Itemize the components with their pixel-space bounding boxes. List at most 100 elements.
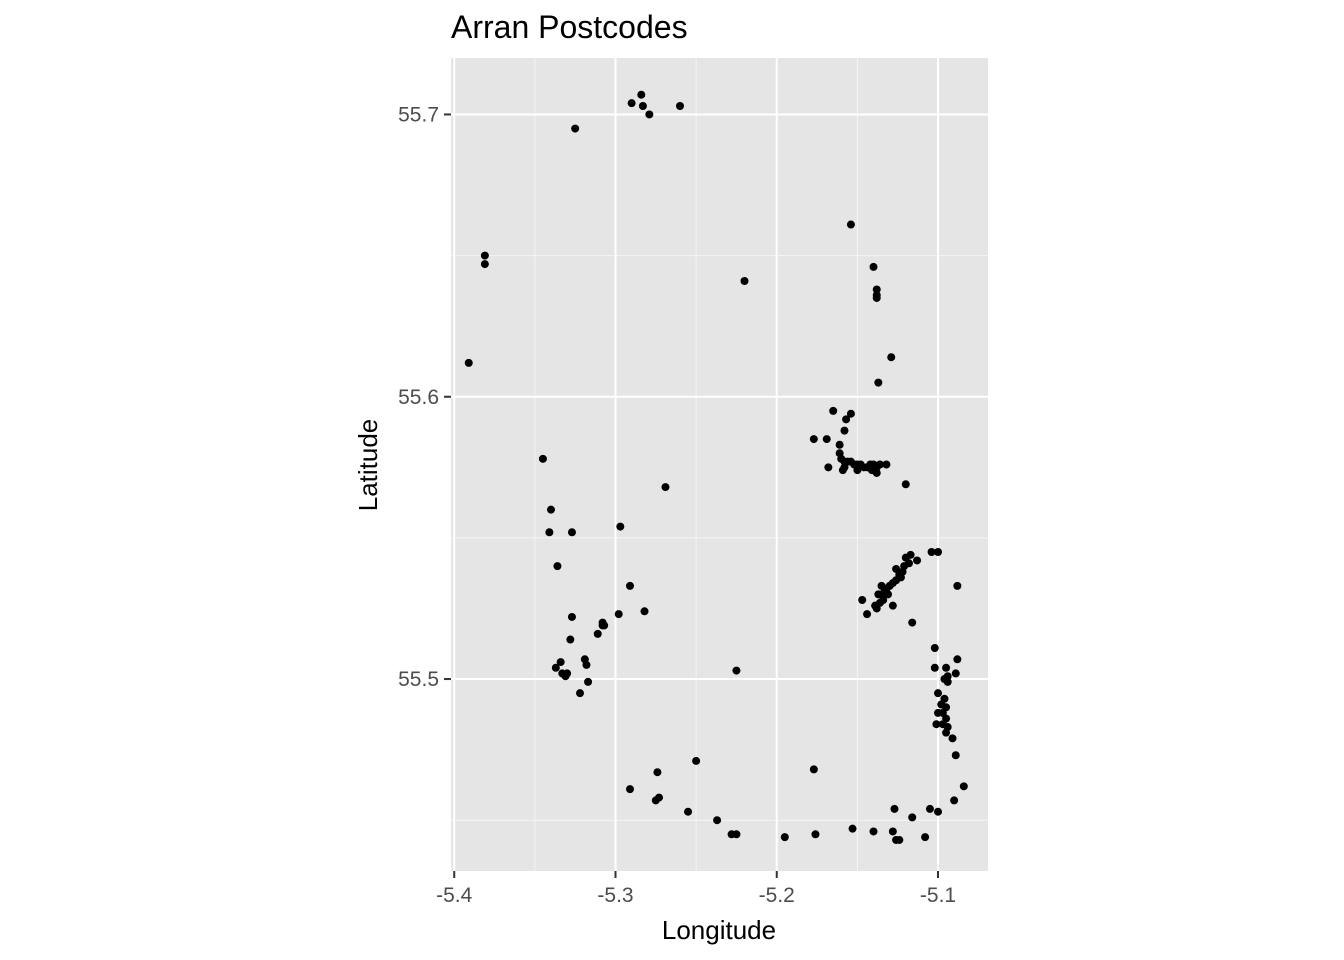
data-point bbox=[593, 629, 602, 638]
data-point bbox=[684, 807, 693, 816]
data-point bbox=[627, 99, 636, 108]
data-point bbox=[551, 663, 560, 672]
major-gridlines bbox=[451, 58, 988, 871]
data-point bbox=[732, 830, 741, 839]
data-point bbox=[951, 669, 960, 678]
data-point bbox=[927, 548, 936, 557]
data-point bbox=[822, 435, 831, 444]
data-point bbox=[930, 643, 939, 652]
data-point bbox=[888, 601, 897, 610]
data-point bbox=[943, 677, 952, 686]
data-point bbox=[546, 505, 555, 514]
data-point bbox=[645, 110, 654, 119]
data-point bbox=[858, 596, 867, 604]
data-point bbox=[869, 262, 878, 271]
x-axis: -5.4 -5.3 -5.2 -5.1 bbox=[436, 871, 956, 907]
y-axis: 55.5 55.6 55.7 bbox=[398, 103, 451, 691]
data-point bbox=[884, 590, 893, 599]
data-point bbox=[934, 708, 943, 717]
data-point bbox=[567, 612, 576, 621]
data-point bbox=[464, 358, 473, 367]
data-point bbox=[626, 581, 634, 590]
data-point bbox=[888, 827, 897, 836]
chart-title: Arran Postcodes bbox=[451, 9, 688, 45]
data-point bbox=[829, 406, 838, 415]
data-point bbox=[872, 291, 881, 300]
data-point bbox=[661, 483, 670, 492]
data-point bbox=[480, 251, 489, 260]
data-point bbox=[576, 689, 585, 698]
y-tick-label: 55.7 bbox=[398, 103, 439, 126]
data-point bbox=[853, 466, 862, 475]
data-point bbox=[842, 415, 851, 424]
data-point bbox=[614, 610, 623, 619]
data-point bbox=[925, 804, 934, 813]
data-point bbox=[942, 663, 951, 672]
data-point bbox=[892, 564, 901, 573]
data-point bbox=[874, 590, 883, 599]
data-point bbox=[908, 618, 917, 627]
data-point bbox=[553, 562, 562, 571]
data-point bbox=[655, 793, 664, 802]
data-point bbox=[934, 807, 943, 816]
data-point bbox=[942, 728, 951, 737]
x-tick-label: -5.1 bbox=[920, 884, 956, 907]
data-point bbox=[780, 833, 789, 842]
data-point bbox=[626, 785, 634, 794]
data-point bbox=[959, 782, 968, 791]
data-point bbox=[675, 101, 684, 110]
data-point bbox=[545, 528, 554, 537]
data-point bbox=[934, 548, 943, 557]
data-point bbox=[556, 658, 565, 667]
data-point bbox=[640, 607, 649, 616]
data-point bbox=[809, 435, 818, 444]
data-point bbox=[846, 220, 855, 229]
data-point bbox=[811, 830, 820, 839]
data-point bbox=[887, 353, 896, 362]
data-point bbox=[921, 833, 930, 842]
y-tick-label: 55.5 bbox=[398, 668, 439, 691]
data-point bbox=[584, 677, 593, 686]
data-point bbox=[872, 604, 881, 613]
data-point bbox=[824, 463, 833, 472]
data-point bbox=[638, 101, 647, 110]
data-point bbox=[838, 466, 847, 475]
data-point bbox=[874, 378, 883, 387]
data-point bbox=[953, 581, 962, 590]
data-point bbox=[692, 756, 701, 765]
data-point bbox=[863, 610, 872, 619]
y-axis-title: Latitude bbox=[353, 419, 383, 512]
data-point bbox=[872, 285, 881, 294]
data-point bbox=[875, 460, 884, 469]
data-point bbox=[538, 454, 547, 463]
data-point bbox=[563, 669, 572, 678]
x-tick-label: -5.3 bbox=[597, 884, 633, 907]
data-points bbox=[464, 90, 968, 844]
data-point bbox=[950, 796, 959, 805]
data-point bbox=[934, 689, 943, 698]
data-point bbox=[637, 90, 646, 99]
data-point bbox=[953, 655, 962, 664]
data-point bbox=[566, 635, 575, 644]
data-point bbox=[846, 409, 855, 418]
data-point bbox=[835, 440, 844, 449]
data-point bbox=[869, 827, 878, 836]
data-point bbox=[948, 734, 957, 743]
data-point bbox=[932, 720, 941, 729]
data-point bbox=[930, 663, 939, 672]
data-point bbox=[567, 528, 576, 537]
data-point bbox=[901, 480, 910, 489]
data-point bbox=[872, 468, 881, 477]
data-point bbox=[882, 460, 891, 469]
x-tick-label: -5.2 bbox=[759, 884, 795, 907]
data-point bbox=[732, 666, 741, 675]
data-point bbox=[890, 804, 899, 813]
data-point bbox=[848, 824, 857, 833]
data-point bbox=[571, 124, 580, 133]
y-tick-label: 55.6 bbox=[398, 386, 439, 409]
data-point bbox=[653, 768, 662, 777]
data-point bbox=[600, 621, 609, 630]
data-point bbox=[616, 522, 625, 531]
data-point bbox=[582, 660, 591, 669]
